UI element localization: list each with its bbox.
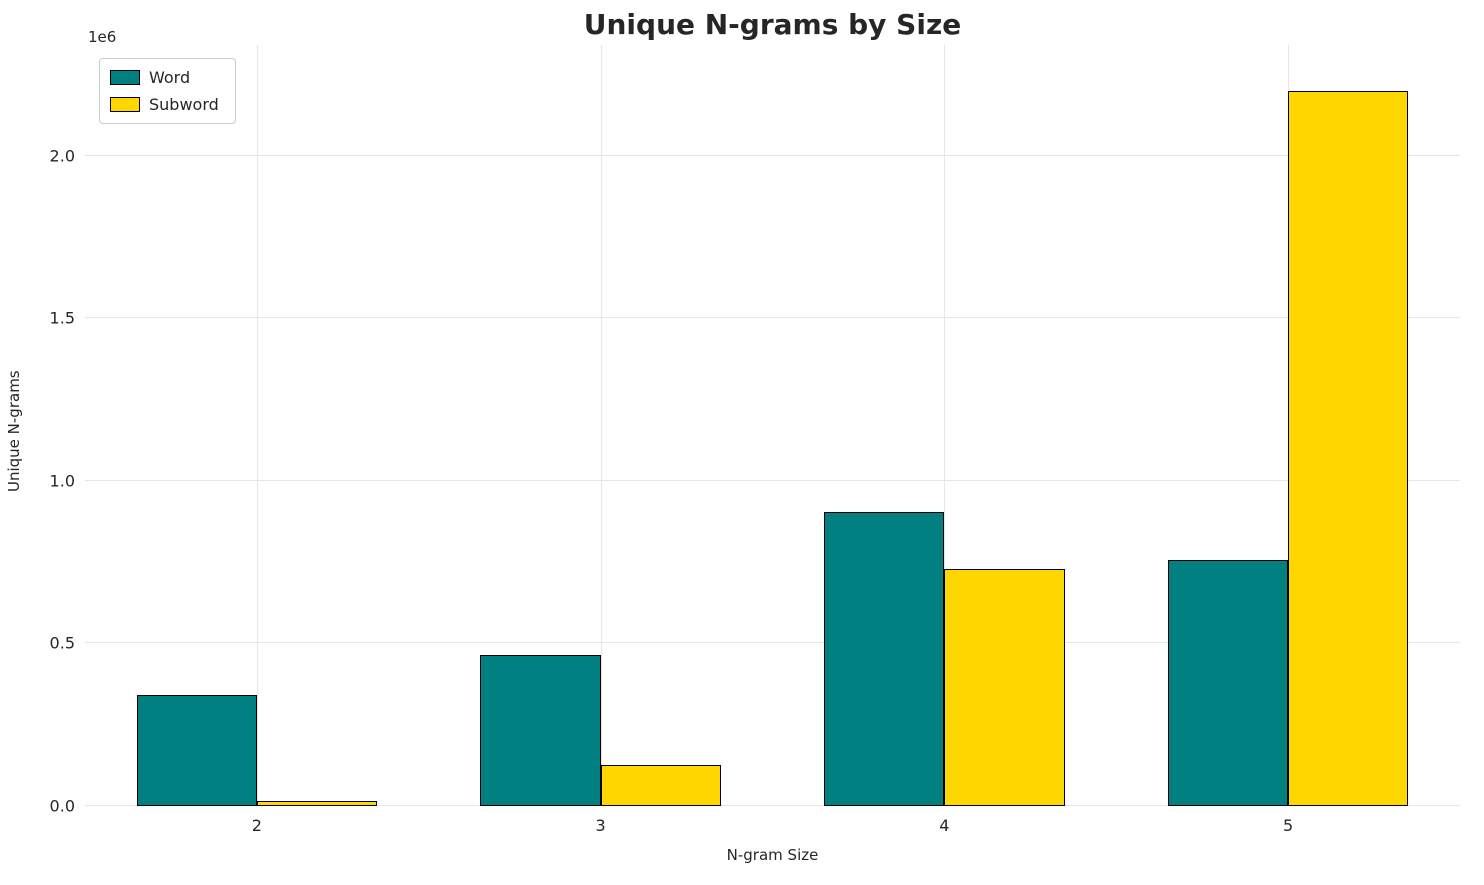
bar-word-n4 [824, 511, 945, 806]
legend-swatch-subword-icon [110, 97, 140, 112]
y-tick-label: 2.0 [49, 146, 75, 166]
plot-area: Word Subword [85, 45, 1460, 806]
bar-word-n3 [480, 654, 601, 806]
bar-subword-n2 [256, 801, 378, 806]
y-axis-offset-text: 1e6 [88, 28, 117, 46]
x-tick-label: 5 [1283, 816, 1294, 835]
x-tick-label: 3 [595, 816, 606, 835]
y-tick-label: 1.5 [49, 308, 75, 328]
legend: Word Subword [99, 58, 236, 124]
gridline-horizontal [85, 154, 1460, 156]
gridline-vertical [600, 45, 602, 806]
legend-label-word: Word [149, 68, 191, 87]
gridline-vertical [256, 45, 258, 806]
bar-word-n2 [136, 695, 257, 806]
legend-item-word: Word [110, 68, 219, 87]
x-axis-label: N-gram Size [726, 846, 819, 864]
y-tick-label: 0.0 [49, 796, 75, 816]
bar-subword-n4 [944, 568, 1065, 806]
bar-word-n5 [1167, 560, 1289, 806]
legend-swatch-word-icon [110, 70, 140, 85]
gridline-horizontal [85, 642, 1460, 644]
y-tick-label: 0.5 [49, 633, 75, 653]
gridline-horizontal [85, 805, 1460, 806]
legend-label-subword: Subword [149, 95, 219, 114]
bar-subword-n5 [1288, 90, 1409, 806]
x-tick-label: 2 [251, 816, 262, 835]
gridline-vertical [944, 45, 946, 806]
y-tick-label: 1.0 [49, 471, 75, 491]
bar-subword-n3 [600, 765, 721, 806]
legend-item-subword: Subword [110, 95, 219, 114]
y-axis-label: Unique N-grams [5, 370, 23, 492]
x-tick-label: 4 [939, 816, 950, 835]
gridline-horizontal [85, 317, 1460, 319]
gridline-horizontal [85, 479, 1460, 481]
chart-title: Unique N-grams by Size [583, 8, 962, 41]
